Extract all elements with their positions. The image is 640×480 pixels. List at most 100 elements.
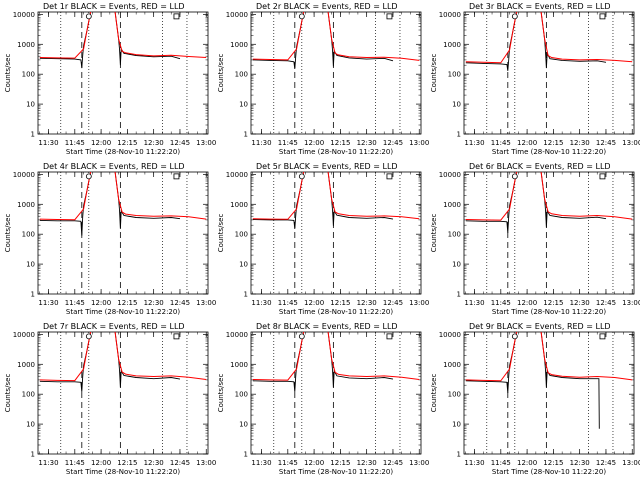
x-tick-label: 12:15 xyxy=(330,139,350,147)
lld-series-line xyxy=(252,12,420,61)
y-axis-label: Counts/sec xyxy=(4,54,12,93)
plot-frame xyxy=(37,331,209,455)
x-tick-label: 11:45 xyxy=(491,139,511,147)
panel-title: Det 8r BLACK = Events, RED = LLD xyxy=(256,322,398,331)
square-marker xyxy=(386,333,393,340)
y-tick-label: 1 xyxy=(31,291,35,299)
events-series-line xyxy=(39,12,181,69)
plot-frame xyxy=(250,171,422,295)
detector-panel: 1 10 100 1000 10000 11:30 11:45 12:00 12:15 12:30… xyxy=(4,322,216,476)
y-tick-label: 1000 xyxy=(17,41,35,49)
x-tick-label: 11:45 xyxy=(278,299,298,307)
circle-marker xyxy=(85,13,92,20)
detector-panel: 1 10 100 1000 10000 11:30 11:45 12:00 12:15 12:30… xyxy=(217,2,429,156)
x-tick-label: 12:15 xyxy=(117,459,137,467)
events-series-line xyxy=(465,172,607,233)
y-axis-label: Counts/sec xyxy=(4,374,12,413)
panel-title: Det 7r BLACK = Events, RED = LLD xyxy=(43,322,185,331)
y-tick-label: 10000 xyxy=(226,11,248,19)
circle-marker xyxy=(85,173,92,180)
square-marker xyxy=(599,13,606,20)
x-tick-label: 11:45 xyxy=(491,299,511,307)
x-tick-label: 11:45 xyxy=(278,459,298,467)
y-tick-label: 1 xyxy=(244,291,248,299)
y-tick-label: 1000 xyxy=(230,201,248,209)
x-tick-label: 12:30 xyxy=(144,459,164,467)
square-marker xyxy=(173,173,180,180)
x-tick-label: 13:00 xyxy=(622,139,640,147)
detector-panel: 1 10 100 1000 10000 11:30 11:45 12:00 12:15 12:30… xyxy=(217,162,429,316)
plot-frame xyxy=(250,331,422,455)
y-tick-label: 1000 xyxy=(230,361,248,369)
y-tick-label: 1 xyxy=(244,451,248,459)
detector-panel: 1 10 100 1000 10000 11:30 11:45 12:00 12:15 12:30… xyxy=(430,162,640,316)
y-tick-label: 10000 xyxy=(439,331,461,339)
y-tick-label: 1000 xyxy=(443,201,461,209)
x-axis-label: Start Time (28-Nov-10 11:22:20) xyxy=(279,148,393,156)
y-tick-label: 10 xyxy=(26,261,35,269)
y-tick-label: 1000 xyxy=(230,41,248,49)
events-series-line xyxy=(465,332,600,429)
y-tick-label: 10000 xyxy=(13,331,35,339)
y-axis-label: Counts/sec xyxy=(217,214,225,253)
y-tick-label: 10000 xyxy=(226,171,248,179)
x-tick-label: 12:45 xyxy=(596,299,616,307)
circle-marker xyxy=(511,13,518,20)
circle-marker xyxy=(298,173,305,180)
x-tick-label: 12:00 xyxy=(304,139,324,147)
square-marker xyxy=(599,173,606,180)
x-tick-label: 13:00 xyxy=(196,299,216,307)
detector-panel: 1 10 100 1000 10000 11:30 11:45 12:00 12:15 12:30… xyxy=(217,322,429,476)
events-series-line xyxy=(252,332,394,392)
circle-marker xyxy=(298,13,305,20)
y-tick-label: 1 xyxy=(244,131,248,139)
x-tick-label: 12:30 xyxy=(357,299,377,307)
events-series-line xyxy=(465,12,607,71)
x-tick-label: 11:30 xyxy=(38,459,58,467)
x-tick-label: 12:15 xyxy=(117,299,137,307)
x-tick-label: 12:00 xyxy=(517,299,537,307)
x-tick-label: 11:30 xyxy=(464,459,484,467)
y-tick-label: 100 xyxy=(235,391,248,399)
y-tick-label: 10000 xyxy=(439,171,461,179)
y-tick-label: 100 xyxy=(448,231,461,239)
y-axis-label: Counts/sec xyxy=(4,214,12,253)
x-tick-label: 12:30 xyxy=(357,459,377,467)
panel-title: Det 2r BLACK = Events, RED = LLD xyxy=(256,2,398,11)
plot-frame xyxy=(463,331,635,455)
y-tick-label: 100 xyxy=(448,391,461,399)
x-tick-label: 11:30 xyxy=(464,139,484,147)
x-tick-label: 12:45 xyxy=(383,139,403,147)
events-series-line xyxy=(39,172,181,236)
x-tick-label: 12:45 xyxy=(170,459,190,467)
y-axis-label: Counts/sec xyxy=(430,374,438,413)
panel-title: Det 4r BLACK = Events, RED = LLD xyxy=(43,162,185,171)
x-axis-label: Start Time (28-Nov-10 11:22:20) xyxy=(279,468,393,476)
x-tick-label: 12:45 xyxy=(170,299,190,307)
y-tick-label: 1 xyxy=(31,451,35,459)
x-tick-label: 12:45 xyxy=(383,459,403,467)
x-tick-label: 12:30 xyxy=(144,299,164,307)
x-tick-label: 12:30 xyxy=(570,459,590,467)
x-tick-label: 12:00 xyxy=(304,459,324,467)
circle-marker xyxy=(511,333,518,340)
x-tick-label: 12:15 xyxy=(117,139,137,147)
panel-title: Det 5r BLACK = Events, RED = LLD xyxy=(256,162,398,171)
x-tick-label: 12:00 xyxy=(91,139,111,147)
y-tick-label: 10 xyxy=(452,101,461,109)
y-tick-label: 10000 xyxy=(13,171,35,179)
lld-series-line xyxy=(39,332,207,382)
y-tick-label: 10000 xyxy=(13,11,35,19)
y-tick-label: 1000 xyxy=(17,361,35,369)
square-marker xyxy=(599,333,606,340)
lld-series-line xyxy=(39,12,207,59)
lld-series-line xyxy=(465,332,633,382)
x-tick-label: 12:00 xyxy=(91,459,111,467)
detector-panel: 1 10 100 1000 10000 11:30 11:45 12:00 12:15 12:30… xyxy=(4,2,216,156)
y-tick-label: 100 xyxy=(22,71,35,79)
square-marker xyxy=(386,173,393,180)
x-tick-label: 13:00 xyxy=(196,139,216,147)
detector-panel: 1 10 100 1000 10000 11:30 11:45 12:00 12:15 12:30… xyxy=(4,162,216,316)
x-tick-label: 13:00 xyxy=(409,299,429,307)
y-tick-label: 10000 xyxy=(439,11,461,19)
